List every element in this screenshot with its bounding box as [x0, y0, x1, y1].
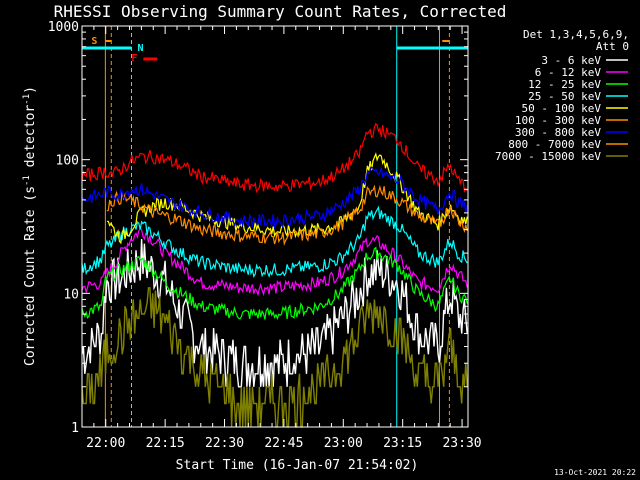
legend-header-1: Det 1,3,4,5,6,9, — [523, 28, 629, 41]
plot-frame — [81, 25, 469, 428]
x-axis: 22:00 22:15 22:30 22:45 23:00 23:15 23:30 — [81, 26, 482, 451]
marker-label-s: S — [91, 36, 97, 47]
x-axis-label: Start Time (16-Jan-07 21:54:02) — [176, 458, 419, 473]
y-axis-label: Corrected Count Rate (s-1 detector-1) — [22, 86, 38, 366]
y-tick-label: 100 — [56, 154, 79, 169]
y-axis-label-sup1: -1 — [22, 175, 32, 186]
legend-label: 100 - 300 keV — [515, 114, 601, 127]
series-12-25-kev — [81, 246, 468, 321]
series-100-300-kev — [106, 184, 468, 247]
plot-area: S NF — [81, 26, 468, 428]
x-tick-label: 23:30 — [442, 436, 481, 451]
legend-label: 25 - 50 keV — [528, 90, 601, 103]
series-25-50-kev — [81, 205, 468, 279]
legend-label: 12 - 25 keV — [528, 78, 601, 91]
y-axis-label-part1: Corrected Count Rate (s — [23, 186, 38, 366]
y-axis-label-part2: detector — [23, 105, 38, 176]
y-axis-label-sup2: -1 — [22, 94, 32, 105]
legend-label: 6 - 12 keV — [535, 66, 602, 79]
legend-header-2: Att 0 — [596, 40, 629, 53]
marker-label-f: F — [131, 53, 137, 64]
y-tick-label: 1 — [71, 421, 79, 436]
series-50-100-kev — [106, 152, 468, 245]
y-axis-label-part3: ) — [23, 86, 38, 94]
x-tick-label: 22:30 — [205, 436, 244, 451]
x-tick-label: 23:00 — [324, 436, 363, 451]
timestamp: 13-Oct-2021 20:22 — [554, 468, 636, 477]
marker-bars: S NF — [82, 36, 468, 64]
marker-label-n: N — [137, 43, 143, 54]
series-lines — [81, 122, 468, 428]
legend-label: 3 - 6 keV — [541, 54, 601, 67]
y-axis: 1 10 100 1000 — [48, 20, 468, 436]
series-300-800-kev — [81, 166, 468, 230]
legend-label: 7000 - 15000 keV — [495, 150, 601, 163]
legend-label: 800 - 7000 keV — [508, 138, 601, 151]
x-tick-label: 22:15 — [146, 436, 185, 451]
series-7000-15000-kev — [81, 287, 468, 428]
y-tick-label: 10 — [63, 287, 79, 302]
legend-label: 50 - 100 keV — [522, 102, 602, 115]
series-3-6-kev — [81, 238, 468, 388]
x-tick-label: 22:45 — [264, 436, 303, 451]
y-tick-label: 1000 — [48, 20, 79, 35]
x-tick-label: 22:00 — [86, 436, 125, 451]
x-tick-label: 23:15 — [383, 436, 422, 451]
legend-label: 300 - 800 keV — [515, 126, 601, 139]
series-6-12-kev — [81, 227, 468, 297]
chart-title: RHESSI Observing Summary Count Rates, Co… — [54, 2, 507, 21]
series-800-7000-kev — [81, 122, 468, 194]
